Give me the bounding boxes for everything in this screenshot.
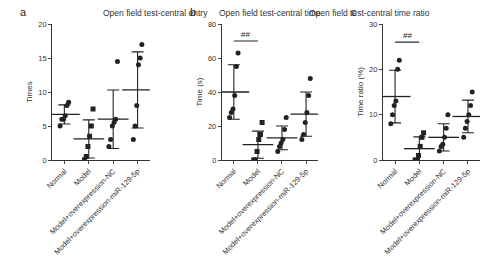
svg-text:Model: Model [403,167,424,188]
svg-text:80: 80 [208,20,216,29]
svg-text:Normal: Normal [376,167,400,191]
svg-text:Model+overexpression-miR-129-5: Model+overexpression-miR-129-5p [221,167,310,256]
svg-text:c: c [351,6,357,18]
svg-text:0: 0 [373,156,377,165]
svg-text:Model+overexpression-NC: Model+overexpression-NC [48,167,118,237]
svg-text:0: 0 [42,156,46,165]
svg-text:20: 20 [208,122,216,131]
svg-text:Model+overexpression-miR-129-5: Model+overexpression-miR-129-5p [383,167,472,256]
svg-text:Model: Model [241,167,262,188]
svg-text:a: a [20,6,27,18]
svg-text:5: 5 [42,122,46,131]
svg-text:0: 0 [212,156,216,165]
svg-text:10: 10 [369,110,377,119]
svg-text:Open field test-central time r: Open field test-central time ratio [309,8,430,18]
svg-text:Model: Model [72,167,93,188]
svg-text:Open field test-central entry: Open field test-central entry [103,8,208,18]
svg-text:Times: Times [25,81,34,102]
svg-text:15: 15 [38,54,46,63]
svg-text:Normal: Normal [45,167,69,191]
svg-text:Time ratio (%): Time ratio (%) [356,67,365,117]
svg-text:##: ## [241,30,250,39]
svg-text:Normal: Normal [214,167,238,191]
svg-text:30: 30 [369,20,377,29]
svg-text:20: 20 [38,20,46,29]
svg-text:40: 40 [208,88,216,97]
svg-text:Model+overexpression-NC: Model+overexpression-NC [217,167,287,237]
svg-text:Model+overexpression-miR-129-5: Model+overexpression-miR-129-5p [52,167,141,256]
svg-text:10: 10 [38,88,46,97]
svg-text:b: b [190,6,196,18]
svg-text:Open field test-central time: Open field test-central time [219,8,321,18]
svg-text:Time (s): Time (s) [195,77,204,106]
svg-text:##: ## [403,31,412,40]
svg-text:Model+overexpression-NC: Model+overexpression-NC [378,167,448,237]
svg-text:60: 60 [208,54,216,63]
svg-text:20: 20 [369,65,377,74]
